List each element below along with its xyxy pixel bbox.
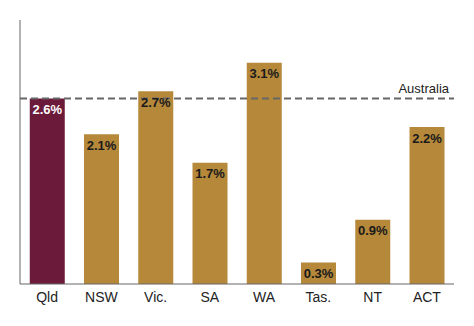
svg-text:0.9%: 0.9% <box>358 223 388 238</box>
svg-text:2.2%: 2.2% <box>412 131 442 146</box>
svg-text:0.3%: 0.3% <box>304 266 334 281</box>
svg-text:2.6%: 2.6% <box>32 102 62 117</box>
svg-text:Tas.: Tas. <box>306 289 332 305</box>
svg-text:2.1%: 2.1% <box>87 138 117 153</box>
svg-text:ACT: ACT <box>413 289 441 305</box>
svg-text:Australia: Australia <box>398 81 449 96</box>
svg-text:NT: NT <box>363 289 382 305</box>
svg-text:1.7%: 1.7% <box>195 166 225 181</box>
svg-text:2.7%: 2.7% <box>141 95 171 110</box>
svg-text:WA: WA <box>253 289 276 305</box>
svg-text:SA: SA <box>201 289 220 305</box>
svg-text:Vic.: Vic. <box>144 289 167 305</box>
svg-text:NSW: NSW <box>85 289 118 305</box>
svg-text:Qld: Qld <box>36 289 58 305</box>
svg-text:3.1%: 3.1% <box>249 66 279 81</box>
